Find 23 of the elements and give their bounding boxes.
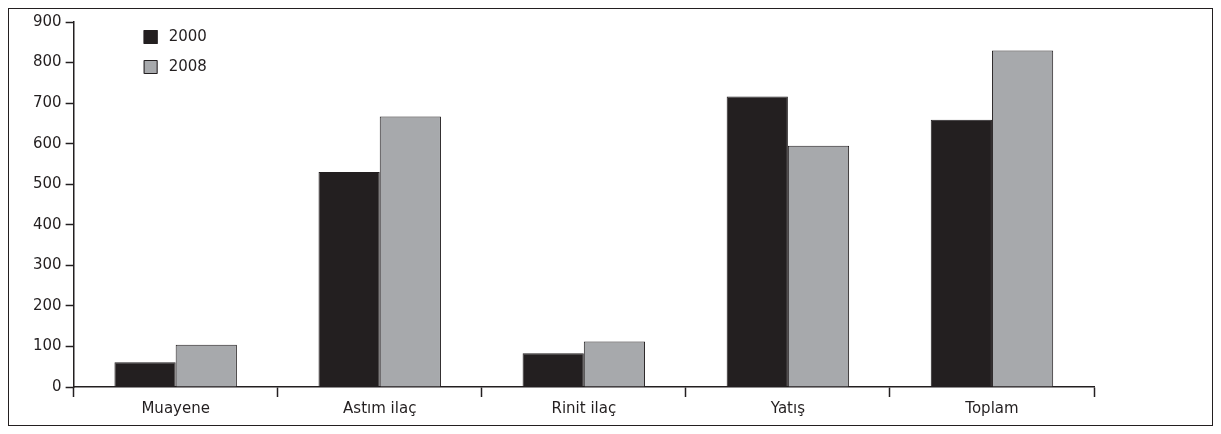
y-tick-label: 200	[32, 295, 62, 314]
y-tick-label: 500	[32, 174, 62, 193]
y-tick-label: 800	[32, 52, 62, 71]
bar	[930, 119, 992, 387]
y-tick-label: 300	[32, 255, 62, 274]
y-tick-label: 700	[32, 93, 62, 111]
legend-label: 2008	[168, 56, 207, 75]
x-tick-label: Rinit ilaç	[551, 398, 617, 417]
legend-label: 2000	[168, 26, 207, 45]
bar	[726, 96, 788, 387]
x-tick-label: Muayene	[141, 398, 210, 417]
x-tick-label: Toplam	[964, 398, 1019, 417]
y-tick-label: 100	[32, 336, 62, 355]
bar	[318, 172, 380, 387]
frame: Muayene Astım ilaç Rinit ilaç Yatış Toplam 0 100 200 300 400 500 600 700 800 900 2000 2008	[8, 8, 1213, 426]
y-tick-label: 400	[32, 214, 62, 233]
y-tick-label: 600	[32, 133, 62, 152]
x-tick-label: Astım ilaç	[343, 398, 417, 417]
bar	[522, 353, 584, 387]
y-tick-label: 0	[52, 376, 62, 395]
bar	[114, 362, 176, 387]
y-tick-label: 900	[32, 11, 62, 30]
x-tick-label: Yatış	[769, 398, 806, 417]
